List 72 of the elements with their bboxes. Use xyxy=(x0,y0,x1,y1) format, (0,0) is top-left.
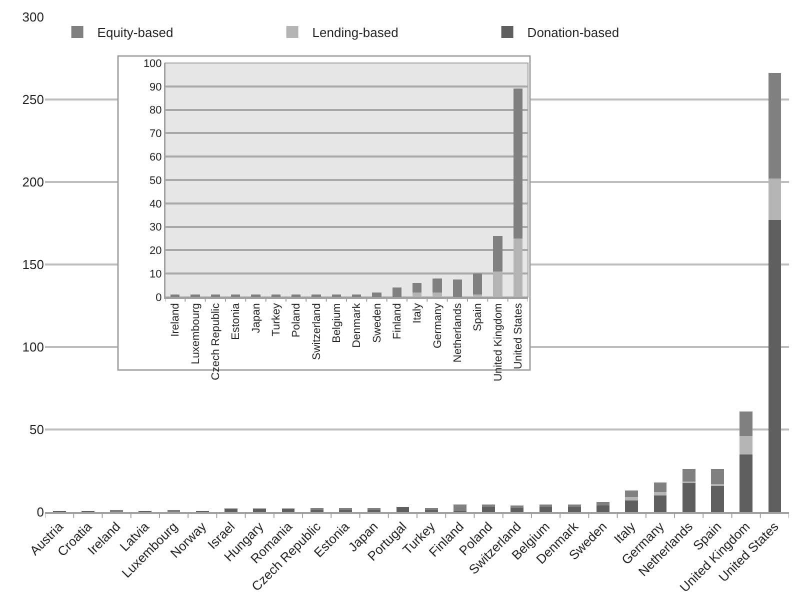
y-tick-label: 50 xyxy=(30,422,44,438)
bar xyxy=(282,508,295,512)
y-tick-label: 0 xyxy=(36,504,44,520)
y-tick-label: 30 xyxy=(150,222,162,234)
y-tick-label: 100 xyxy=(22,340,44,355)
x-tick-label: United States xyxy=(512,302,524,370)
bar xyxy=(625,497,638,500)
bar xyxy=(768,220,782,512)
x-tick-label: Italy xyxy=(412,302,424,324)
bar xyxy=(740,454,753,512)
bar xyxy=(412,282,422,292)
bar xyxy=(432,292,442,297)
bar xyxy=(510,505,524,508)
bar xyxy=(740,411,753,436)
bar xyxy=(596,505,610,512)
y-tick-label: 100 xyxy=(143,58,162,70)
bar xyxy=(452,279,462,297)
y-tick-label: 60 xyxy=(150,151,162,164)
x-tick-label: Turkey xyxy=(270,302,282,336)
legend-label: Equity-based xyxy=(97,25,174,40)
bar xyxy=(392,288,402,297)
y-tick-label: 50 xyxy=(150,174,162,187)
bar xyxy=(625,490,638,498)
bar xyxy=(768,73,782,179)
bar xyxy=(432,278,442,292)
x-tick-label: Estonia xyxy=(230,302,242,340)
x-tick-label: United Kingdom xyxy=(492,303,504,382)
x-tick-label: Ireland xyxy=(170,303,182,337)
bar xyxy=(682,482,696,512)
bar xyxy=(493,236,502,272)
bar xyxy=(412,292,422,297)
x-tick-label: Belgium xyxy=(330,303,343,343)
bar xyxy=(513,88,522,238)
bar xyxy=(654,492,667,496)
x-tick-label: Sweden xyxy=(371,303,384,343)
x-tick-label: Finland xyxy=(391,303,404,340)
y-tick-label: 80 xyxy=(150,104,162,117)
x-tick-label: Denmark xyxy=(351,302,364,348)
bar xyxy=(654,482,667,492)
y-tick-label: 200 xyxy=(22,174,44,190)
bar xyxy=(654,496,667,512)
bar xyxy=(453,504,466,512)
bar xyxy=(396,507,410,512)
bar xyxy=(473,274,482,295)
bar xyxy=(740,436,753,454)
x-tick-label: Poland xyxy=(290,303,303,338)
y-tick-label: 0 xyxy=(156,292,162,304)
y-tick-label: 90 xyxy=(150,81,162,94)
x-tick-label: Luxembourg xyxy=(190,303,202,364)
x-tick-label: Switzerland xyxy=(310,303,323,360)
legend-label: Lending-based xyxy=(312,25,398,40)
y-tick-label: 300 xyxy=(22,10,44,25)
x-tick-label: Germany xyxy=(432,302,444,348)
y-tick-label: 70 xyxy=(150,128,162,140)
bar xyxy=(711,469,724,484)
x-tick-label: Japan xyxy=(250,303,262,334)
bar xyxy=(253,508,266,512)
y-tick-label: 20 xyxy=(150,245,162,258)
y-tick-label: 10 xyxy=(150,268,162,280)
legend-label: Donation-based xyxy=(527,25,620,40)
bar xyxy=(711,486,724,512)
x-tick-label: Netherlands xyxy=(452,302,464,362)
x-tick-label: Czech Republic xyxy=(210,302,222,380)
bar xyxy=(682,469,696,482)
y-tick-label: 250 xyxy=(22,92,44,108)
x-tick-label: Spain xyxy=(472,303,484,332)
y-tick-label: 150 xyxy=(22,257,44,272)
bar xyxy=(596,502,610,506)
y-tick-label: 40 xyxy=(150,198,162,210)
bar xyxy=(372,292,382,297)
bar xyxy=(625,500,638,512)
bar xyxy=(224,508,238,512)
